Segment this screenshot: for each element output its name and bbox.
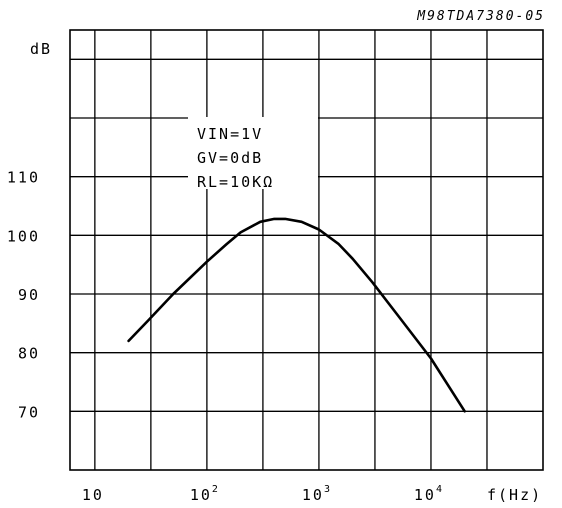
annotation-rl: RL=10KΩ [197, 173, 274, 191]
x-axis-label: f(Hz) [487, 486, 542, 504]
x-tick-label: 103 [302, 484, 332, 504]
annotation-gv: GV=0dB [197, 149, 263, 167]
reference-code: M98TDA7380-05 [416, 9, 545, 24]
y-axis-label: dB [30, 40, 52, 58]
series-curve [127, 217, 466, 413]
y-tick-label: 110 [7, 169, 40, 187]
x-tick-label: 10 [82, 486, 104, 504]
x-tick-labels: 10 102 103 104 [82, 484, 444, 504]
annotation-vin: VIN=1V [197, 125, 263, 143]
y-tick-label: 80 [18, 345, 40, 363]
y-tick-label: 90 [18, 286, 40, 304]
plot-frame [69, 29, 544, 471]
x-tick-label: 104 [414, 484, 444, 504]
annotation-box [188, 117, 318, 189]
y-tick-labels: 70 80 90 100 110 [7, 169, 40, 422]
y-tick-label: 70 [18, 403, 40, 421]
x-tick-label: 102 [190, 484, 220, 504]
y-tick-label: 100 [7, 227, 40, 245]
grid [70, 30, 543, 470]
